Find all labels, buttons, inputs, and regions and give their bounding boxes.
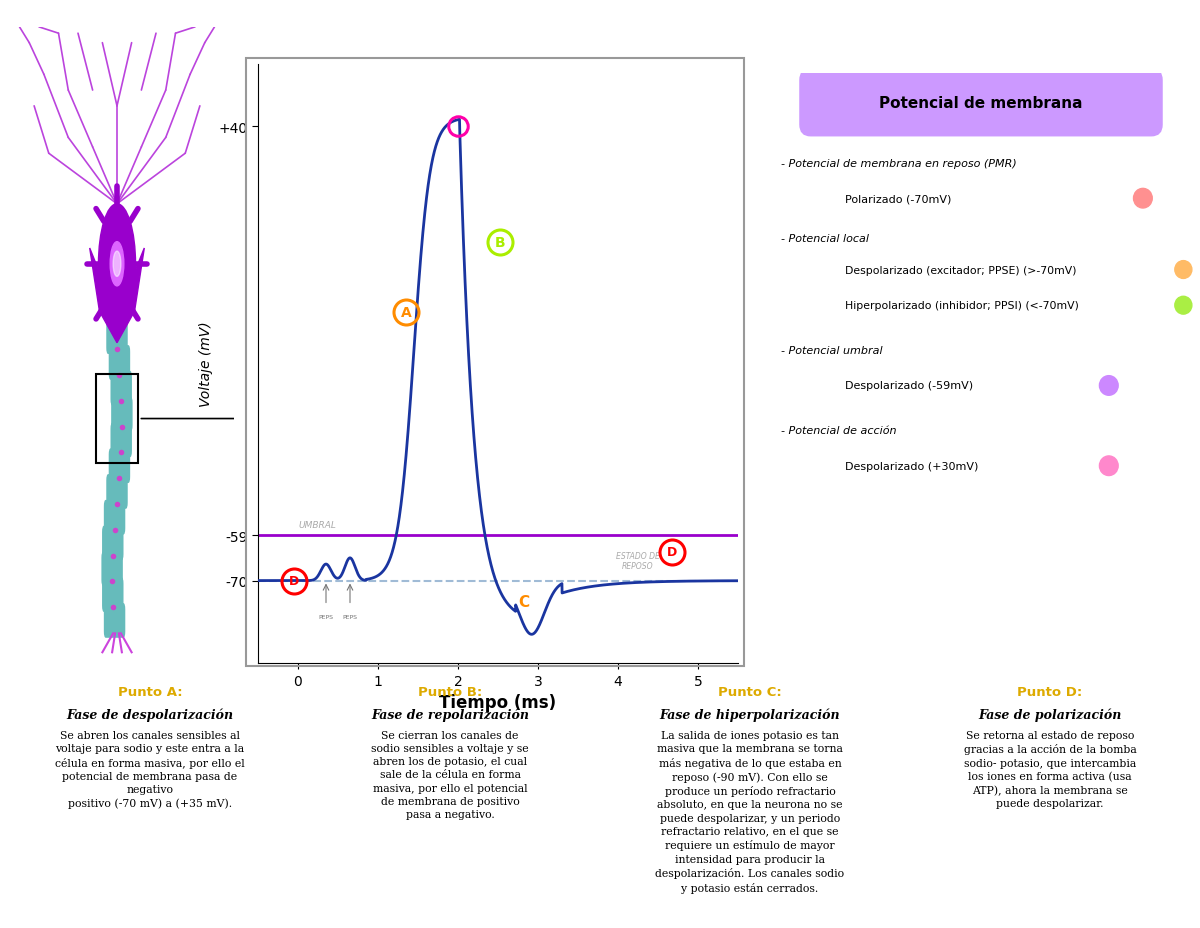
FancyBboxPatch shape	[112, 397, 132, 432]
FancyBboxPatch shape	[104, 500, 125, 535]
Text: D: D	[667, 546, 678, 559]
Text: Se cierran los canales de
sodio sensibles a voltaje y se
abren los de potasio, e: Se cierran los canales de sodio sensible…	[371, 730, 529, 819]
Text: La salida de iones potasio es tan
masiva que la membrana se torna
más negativa d: La salida de iones potasio es tan masiva…	[655, 730, 845, 893]
FancyBboxPatch shape	[102, 577, 124, 612]
Text: PEPS: PEPS	[318, 614, 334, 619]
Circle shape	[1099, 457, 1118, 476]
Text: Fase de hiperpolarización: Fase de hiperpolarización	[660, 707, 840, 721]
Text: Punto C:: Punto C:	[718, 685, 782, 698]
Text: Despolarizado (excitador; PPSE) (>-70mV): Despolarizado (excitador; PPSE) (>-70mV)	[845, 265, 1076, 276]
Text: Punto A:: Punto A:	[118, 685, 182, 698]
Text: ESTADO DE
REPOSO: ESTADO DE REPOSO	[616, 551, 660, 571]
Text: Se retorna al estado de reposo
gracias a la acción de la bomba
sodio- potasio, q: Se retorna al estado de reposo gracias a…	[964, 730, 1136, 808]
Text: - Potencial de acción: - Potencial de acción	[781, 426, 896, 435]
Text: Potencial de membrana: Potencial de membrana	[880, 96, 1082, 110]
Polygon shape	[90, 242, 144, 343]
Circle shape	[1134, 189, 1152, 209]
FancyBboxPatch shape	[101, 552, 122, 586]
FancyBboxPatch shape	[109, 449, 130, 483]
Text: Punto D:: Punto D:	[1018, 685, 1082, 698]
FancyBboxPatch shape	[109, 346, 130, 380]
Text: Polarizado (-70mV): Polarizado (-70mV)	[845, 194, 952, 204]
FancyBboxPatch shape	[110, 423, 132, 458]
FancyBboxPatch shape	[107, 320, 127, 354]
Text: - Potencial local: - Potencial local	[781, 234, 869, 244]
FancyBboxPatch shape	[800, 70, 1162, 136]
Y-axis label: Voltaje (mV): Voltaje (mV)	[199, 321, 212, 407]
Text: Fase de repolarización: Fase de repolarización	[371, 707, 529, 721]
Text: Hiperpolarizado (inhibidor; PPSI) (<-70mV): Hiperpolarizado (inhibidor; PPSI) (<-70m…	[845, 301, 1079, 311]
Text: D: D	[289, 574, 299, 587]
Text: UMBRAL: UMBRAL	[298, 521, 336, 529]
Text: B: B	[494, 236, 505, 250]
Circle shape	[113, 251, 121, 277]
Text: Punto B:: Punto B:	[418, 685, 482, 698]
Bar	[96, 375, 138, 463]
Circle shape	[110, 242, 124, 287]
Text: - Potencial umbral: - Potencial umbral	[781, 345, 882, 355]
Circle shape	[1175, 262, 1192, 279]
Circle shape	[98, 204, 136, 325]
FancyBboxPatch shape	[110, 371, 132, 406]
Text: A: A	[401, 305, 412, 319]
Text: Se abren los canales sensibles al
voltaje para sodio y este entra a la
célula en: Se abren los canales sensibles al voltaj…	[55, 730, 245, 808]
Text: PEPS: PEPS	[342, 614, 358, 619]
FancyBboxPatch shape	[107, 474, 127, 509]
Text: Fase de despolarización: Fase de despolarización	[66, 707, 234, 721]
Text: Fase de polarización: Fase de polarización	[978, 707, 1122, 721]
Text: C: C	[518, 594, 529, 609]
FancyBboxPatch shape	[102, 526, 124, 561]
Text: Despolarizado (+30mV): Despolarizado (+30mV)	[845, 461, 978, 471]
Circle shape	[1099, 376, 1118, 396]
FancyBboxPatch shape	[104, 603, 125, 638]
Text: - Potencial de membrana en reposo (PMR): - Potencial de membrana en reposo (PMR)	[781, 159, 1016, 168]
Circle shape	[1175, 297, 1192, 315]
Text: Despolarizado (-59mV): Despolarizado (-59mV)	[845, 381, 973, 391]
X-axis label: Tiempo (ms): Tiempo (ms)	[439, 693, 557, 712]
